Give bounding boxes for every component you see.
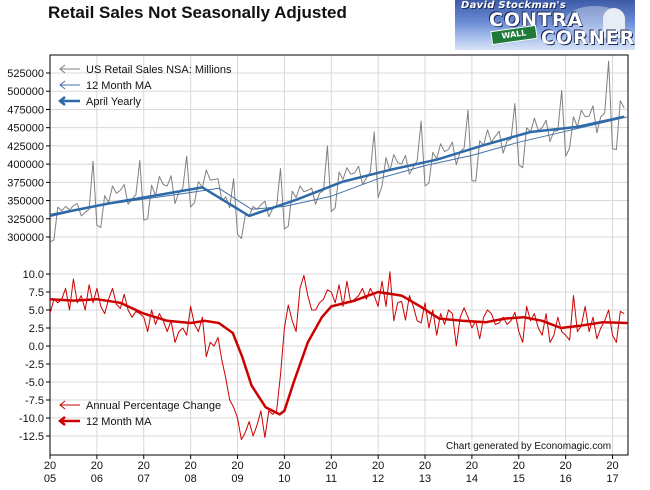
- legend-april-yearly-arrow-icon: [57, 96, 66, 106]
- legend-annual-pct-change-label: Annual Percentage Change: [86, 400, 221, 412]
- x-tick-label-century: 20: [419, 460, 431, 472]
- y-tick-label-bottom: 0.0: [29, 341, 44, 353]
- y-tick-label-top: 375000: [7, 177, 44, 189]
- y-tick-label-bottom: -10.0: [19, 413, 44, 425]
- y-tick-label-bottom: 2.5: [29, 323, 44, 335]
- series-april-yearly: [49, 115, 625, 218]
- axis-tick-labels: 2005200620072008200920102011201220132014…: [7, 68, 618, 485]
- x-tick-label-year: 14: [466, 473, 478, 485]
- y-tick-label-top: 450000: [7, 123, 44, 135]
- legend-12-month-ma-top-arrow-icon: [59, 80, 66, 90]
- y-tick-label-top: 525000: [7, 68, 44, 80]
- series-12-month-ma-top: [49, 116, 629, 218]
- capitol-dome-icon: [603, 8, 625, 38]
- x-tick-label-year: 17: [606, 473, 618, 485]
- legend-annual-pct-change-arrow-icon: [59, 400, 66, 410]
- series-lines: [49, 60, 629, 441]
- x-tick-label-century: 20: [466, 460, 478, 472]
- x-tick-label-year: 07: [138, 473, 150, 485]
- x-tick-label-century: 20: [278, 460, 290, 472]
- x-tick-label-year: 12: [372, 473, 384, 485]
- y-tick-label-bottom: -7.5: [25, 395, 44, 407]
- x-tick-label-year: 08: [185, 473, 197, 485]
- x-tick-label-century: 20: [185, 460, 197, 472]
- legend-retail-sales-label: US Retail Sales NSA: Millions: [86, 64, 232, 76]
- contra-corner-logo: David Stockman's CONTRA WALL CORNER: [455, 0, 635, 50]
- x-tick-label-year: 05: [44, 473, 56, 485]
- x-tick-label-year: 10: [278, 473, 290, 485]
- y-tick-label-top: 300000: [7, 232, 44, 244]
- series-12-month-ma-bottom: [49, 290, 629, 416]
- y-tick-label-bottom: 10.0: [23, 269, 44, 281]
- x-tick-label-century: 20: [513, 460, 525, 472]
- logo-corner: CORNER: [541, 27, 635, 49]
- logo-contra: CONTRA: [489, 9, 584, 31]
- plot-border: [49, 54, 629, 456]
- x-tick-label-century: 20: [325, 460, 337, 472]
- legend-12-month-ma-bottom-label: 12 Month MA: [86, 416, 152, 428]
- legend-retail-sales-arrow-icon: [59, 64, 66, 74]
- legend-12-month-ma-bottom-arrow-icon: [57, 416, 66, 426]
- y-tick-label-bottom: 7.5: [29, 287, 44, 299]
- y-tick-label-bottom: -2.5: [25, 359, 44, 371]
- x-tick-label-century: 20: [560, 460, 572, 472]
- x-tick-label-century: 20: [606, 460, 618, 472]
- x-tick-label-year: 11: [326, 473, 337, 485]
- legend: US Retail Sales NSA: Millions 12 Month MA…: [57, 64, 232, 428]
- series-retail-sales-nsa: [49, 60, 625, 243]
- series-annual-pct-change: [49, 271, 625, 441]
- plot-frame: [49, 54, 629, 456]
- x-tick-label-century: 20: [91, 460, 103, 472]
- y-tick-label-top: 400000: [7, 159, 44, 171]
- logo-author: David Stockman's: [461, 0, 567, 11]
- x-tick-label-year: 16: [560, 473, 572, 485]
- x-tick-label-century: 20: [44, 460, 56, 472]
- legend-12-month-ma-top-label: 12 Month MA: [86, 80, 152, 92]
- y-tick-label-top: 475000: [7, 104, 44, 116]
- x-tick-label-century: 20: [231, 460, 243, 472]
- chart-title: Retail Sales Not Seasonally Adjusted: [48, 3, 347, 22]
- x-tick-label-year: 06: [91, 473, 103, 485]
- legend-april-yearly-label: April Yearly: [86, 96, 142, 108]
- grid-lines: [49, 55, 628, 455]
- y-tick-label-bottom: -5.0: [25, 377, 44, 389]
- x-tick-label-century: 20: [372, 460, 384, 472]
- chart-credit: Chart generated by Economagic.com: [446, 441, 611, 452]
- y-tick-label-top: 425000: [7, 141, 44, 153]
- y-tick-label-top: 325000: [7, 214, 44, 226]
- x-tick-label-year: 09: [231, 473, 243, 485]
- y-tick-label-bottom: 5.0: [29, 305, 44, 317]
- y-tick-label-top: 350000: [7, 196, 44, 208]
- y-tick-label-top: 500000: [7, 86, 44, 98]
- x-tick-label-century: 20: [138, 460, 150, 472]
- y-tick-label-bottom: -12.5: [19, 431, 44, 443]
- x-tick-label-year: 13: [419, 473, 431, 485]
- x-tick-label-year: 15: [513, 473, 525, 485]
